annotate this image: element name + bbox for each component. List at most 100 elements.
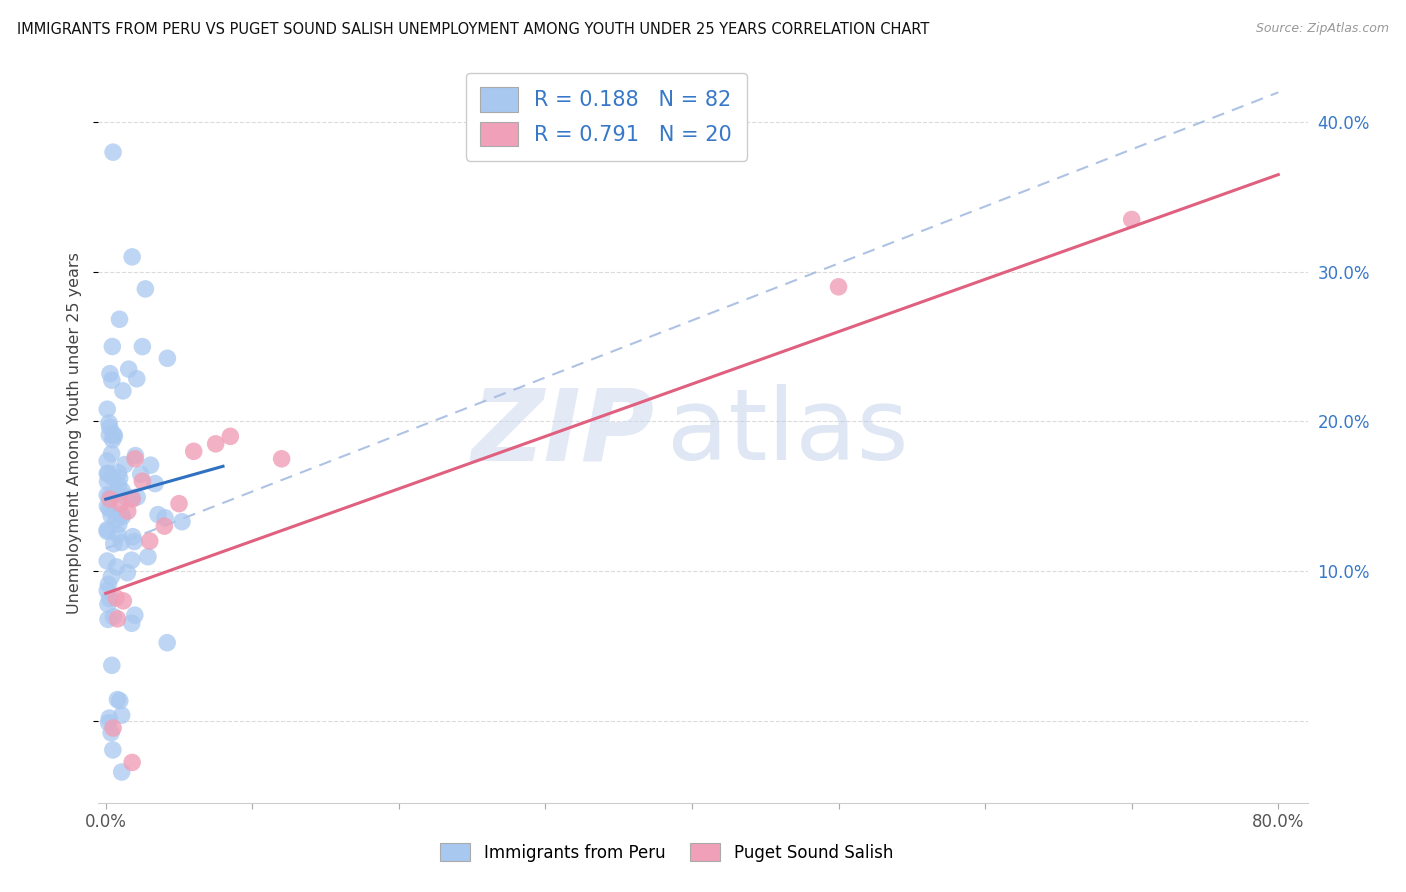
Point bbox=[98, 490, 121, 504]
Point bbox=[134, 282, 156, 296]
Point bbox=[97, 612, 120, 626]
Point bbox=[270, 451, 292, 466]
Point bbox=[107, 466, 129, 480]
Point bbox=[103, 427, 125, 442]
Point bbox=[110, 535, 132, 549]
Point bbox=[107, 612, 129, 626]
Point bbox=[131, 474, 153, 488]
Point bbox=[107, 478, 129, 492]
Point bbox=[96, 467, 118, 481]
Point bbox=[98, 420, 121, 434]
Point bbox=[121, 756, 143, 770]
Point bbox=[121, 553, 143, 567]
Point bbox=[219, 429, 242, 443]
Point bbox=[98, 591, 121, 606]
Point bbox=[97, 715, 120, 730]
Point bbox=[146, 508, 169, 522]
Point bbox=[100, 508, 122, 523]
Point bbox=[105, 560, 128, 574]
Point bbox=[111, 509, 134, 524]
Point bbox=[108, 694, 131, 708]
Point bbox=[111, 764, 134, 779]
Point bbox=[98, 711, 121, 725]
Point bbox=[101, 433, 124, 447]
Point bbox=[101, 743, 124, 757]
Point bbox=[101, 373, 124, 387]
Point bbox=[107, 527, 129, 541]
Y-axis label: Unemployment Among Youth under 25 years: Unemployment Among Youth under 25 years bbox=[67, 252, 83, 614]
Point bbox=[96, 499, 118, 513]
Point bbox=[111, 508, 134, 522]
Point bbox=[136, 549, 159, 564]
Point bbox=[124, 608, 146, 623]
Point bbox=[96, 488, 118, 502]
Point bbox=[111, 708, 134, 723]
Point bbox=[98, 501, 121, 516]
Point bbox=[103, 609, 125, 624]
Point bbox=[121, 616, 143, 631]
Point bbox=[153, 510, 176, 524]
Point bbox=[121, 492, 143, 507]
Point bbox=[124, 451, 146, 466]
Point bbox=[105, 591, 128, 605]
Point bbox=[117, 566, 139, 580]
Point bbox=[111, 483, 134, 498]
Point bbox=[121, 250, 143, 264]
Point bbox=[96, 583, 118, 598]
Point bbox=[139, 458, 162, 472]
Point bbox=[104, 513, 127, 527]
Point bbox=[101, 145, 124, 160]
Point bbox=[101, 658, 124, 673]
Point bbox=[125, 372, 148, 386]
Point bbox=[101, 721, 124, 735]
Point bbox=[96, 523, 118, 537]
Point bbox=[124, 449, 146, 463]
Point bbox=[121, 491, 143, 505]
Legend: Immigrants from Peru, Puget Sound Salish: Immigrants from Peru, Puget Sound Salish bbox=[433, 837, 900, 869]
Point bbox=[112, 594, 135, 608]
Point bbox=[138, 534, 160, 549]
Point bbox=[108, 312, 131, 326]
Point bbox=[97, 577, 120, 591]
Point bbox=[98, 416, 121, 430]
Point bbox=[107, 692, 129, 706]
Point bbox=[183, 444, 205, 458]
Text: atlas: atlas bbox=[666, 384, 908, 481]
Point bbox=[127, 490, 149, 504]
Point bbox=[98, 428, 121, 442]
Point bbox=[108, 471, 131, 485]
Point bbox=[96, 475, 118, 489]
Point bbox=[110, 497, 132, 511]
Text: ZIP: ZIP bbox=[471, 384, 655, 481]
Point bbox=[97, 597, 120, 611]
Point bbox=[96, 524, 118, 539]
Text: IMMIGRANTS FROM PERU VS PUGET SOUND SALISH UNEMPLOYMENT AMONG YOUTH UNDER 25 YEA: IMMIGRANTS FROM PERU VS PUGET SOUND SALI… bbox=[17, 22, 929, 37]
Point bbox=[1121, 212, 1143, 227]
Text: Source: ZipAtlas.com: Source: ZipAtlas.com bbox=[1256, 22, 1389, 36]
Point bbox=[96, 454, 118, 468]
Point bbox=[100, 570, 122, 584]
Point bbox=[131, 340, 153, 354]
Point bbox=[167, 497, 190, 511]
Point bbox=[100, 726, 122, 740]
Point bbox=[111, 384, 134, 398]
Point bbox=[96, 554, 118, 568]
Point bbox=[143, 476, 166, 491]
Point bbox=[121, 530, 143, 544]
Point bbox=[103, 537, 125, 551]
Point bbox=[118, 362, 141, 376]
Point bbox=[97, 467, 120, 481]
Point bbox=[115, 490, 138, 504]
Point bbox=[98, 492, 121, 507]
Point bbox=[101, 339, 124, 353]
Point bbox=[100, 447, 122, 461]
Point bbox=[153, 519, 176, 533]
Point bbox=[96, 402, 118, 417]
Point bbox=[101, 487, 124, 501]
Point bbox=[122, 534, 145, 549]
Point bbox=[104, 486, 127, 500]
Point bbox=[117, 504, 139, 518]
Point bbox=[156, 636, 179, 650]
Point bbox=[156, 351, 179, 366]
Point bbox=[129, 467, 152, 482]
